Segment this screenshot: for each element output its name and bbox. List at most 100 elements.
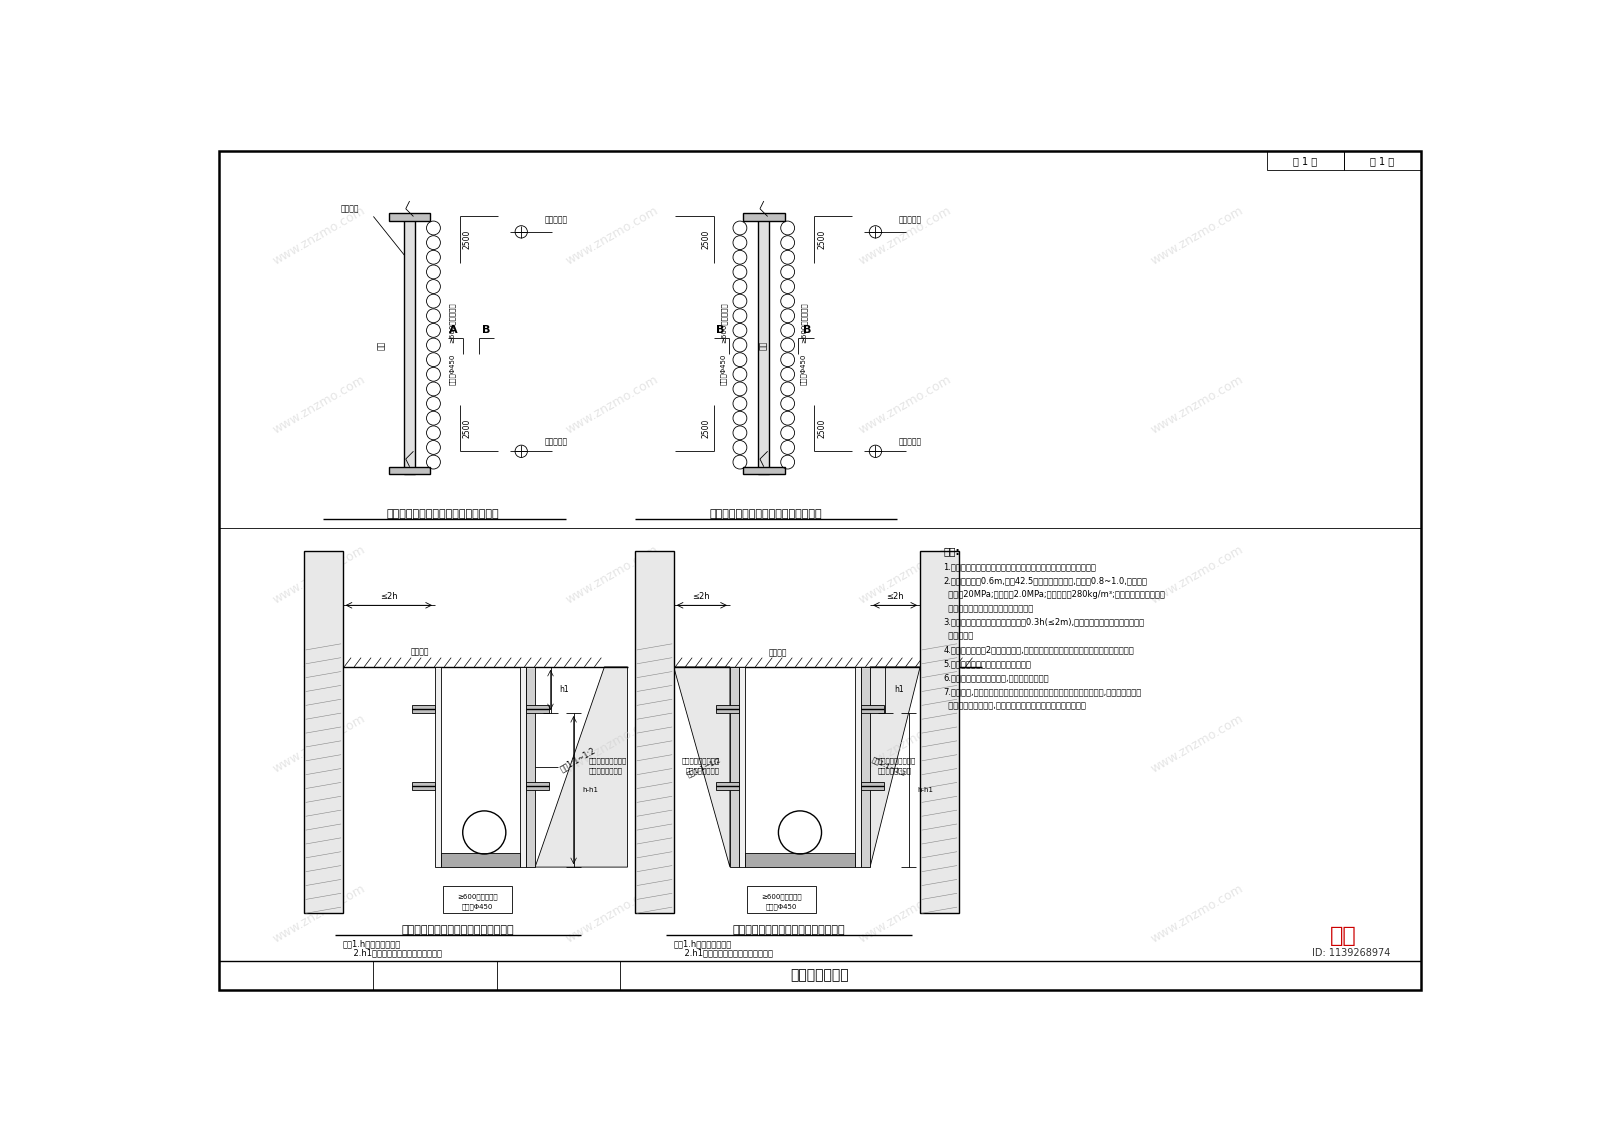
Text: 双侧保护房屋基槽开挖支护剖面示意图: 双侧保护房屋基槽开挖支护剖面示意图 [733,925,845,936]
Text: www.znzmo.com: www.znzmo.com [270,712,368,775]
Text: 以上基础底面确定: 以上基础底面确定 [878,767,912,774]
Text: h1: h1 [894,686,904,695]
Text: 施工地面: 施工地面 [768,649,787,658]
Bar [389,214,430,221]
Text: www.znzmo.com: www.znzmo.com [563,712,661,775]
Text: ≥600普通砖砌桩: ≥600普通砖砌桩 [720,303,726,344]
Text: 喷射低砼到基础底面: 喷射低砼到基础底面 [682,757,720,764]
Text: 共 1 页: 共 1 页 [1370,156,1394,166]
Text: 1.本图仅适用于管基槽开挖深度大于临近建筑基础设置深度的情况。: 1.本图仅适用于管基槽开挖深度大于临近建筑基础设置深度的情况。 [944,563,1096,572]
Text: 坡率1:1~1:2: 坡率1:1~1:2 [686,756,723,777]
Bar [442,853,520,867]
Text: www.znzmo.com: www.znzmo.com [1149,881,1246,945]
Text: h-h1: h-h1 [918,788,934,793]
Text: www.znzmo.com: www.znzmo.com [1149,203,1246,268]
Text: 知末: 知末 [1330,927,1357,947]
Text: 沉降观测点: 沉降观测点 [544,216,568,225]
Text: 单排桩Φ450: 单排桩Φ450 [800,354,806,384]
Polygon shape [674,667,730,867]
Text: 2500: 2500 [701,418,710,438]
Bar [1267,151,1344,171]
Bar [635,551,674,913]
Text: 喷射低砼到基础底面: 喷射低砼到基础底面 [878,757,915,764]
Text: 注：1.h为基槽开挖深度: 注：1.h为基槽开挖深度 [674,940,731,948]
Text: 单侧保护房屋基槽开挖支护平面示意图: 单侧保护房屋基槽开挖支护平面示意图 [386,510,499,520]
Text: 坡率1:1~1:2: 坡率1:1~1:2 [558,746,597,773]
Text: www.znzmo.com: www.znzmo.com [856,542,954,607]
Text: 管壁: 管壁 [376,341,386,350]
Text: www.znzmo.com: www.znzmo.com [1149,542,1246,607]
Text: ≤2h: ≤2h [693,592,710,600]
Text: 房子基础: 房子基础 [341,205,360,214]
Bar [717,782,739,790]
Text: 沉降观测点: 沉降观测点 [544,437,568,446]
Text: www.znzmo.com: www.znzmo.com [856,881,954,945]
Text: www.znzmo.com: www.znzmo.com [270,373,368,437]
Text: ≤2h: ≤2h [886,592,904,600]
Text: 2500: 2500 [701,229,710,250]
Bar [443,886,512,913]
Text: 房屋保护大样图: 房屋保护大样图 [790,968,850,983]
Bar [747,886,816,913]
Text: 沉降观测点: 沉降观测点 [899,216,922,225]
Text: www.znzmo.com: www.znzmo.com [1149,373,1246,437]
Bar [758,217,770,475]
Text: ID: 1139268974: ID: 1139268974 [1312,948,1390,958]
Bar [861,782,883,790]
Bar [742,214,784,221]
Bar [526,782,549,790]
Text: 单排桩Φ450: 单排桩Φ450 [720,354,726,384]
Text: 注：1.h为基槽开挖深度: 注：1.h为基槽开挖深度 [342,940,402,948]
Text: 喷射低砼到基础底面: 喷射低砼到基础底面 [589,757,627,764]
Bar [742,467,784,475]
Text: www.znzmo.com: www.znzmo.com [563,203,661,268]
Text: ≥600普通砖砌桩: ≥600普通砖砌桩 [448,303,456,344]
Text: 沉降观测点: 沉降观测点 [899,437,922,446]
Text: ≥600普通砖砌桩: ≥600普通砖砌桩 [458,893,498,899]
Text: B: B [803,325,811,336]
Bar [1344,151,1421,171]
Text: 坡率1:1~1:2: 坡率1:1~1:2 [870,756,907,777]
Text: B: B [715,325,725,336]
Bar [520,667,526,867]
Text: 7.在施工前,必须由有资质的第三房屋签文书对管道沿线的房屋进行签定,以确定实际需要: 7.在施工前,必须由有资质的第三房屋签文书对管道沿线的房屋进行签定,以确定实际需… [944,687,1141,696]
Text: www.znzmo.com: www.znzmo.com [856,373,954,437]
Bar [730,667,739,867]
Bar [405,217,414,475]
Bar [389,467,430,475]
Text: www.znzmo.com: www.znzmo.com [1149,712,1246,775]
Text: 单排桩Φ450: 单排桩Φ450 [766,904,797,911]
Text: 2500: 2500 [818,418,826,438]
Bar [304,551,342,913]
Text: 现行《建筑地基处理技术规范》执行。: 现行《建筑地基处理技术规范》执行。 [944,603,1034,612]
Bar [435,667,442,867]
Text: www.znzmo.com: www.znzmo.com [270,881,368,945]
Text: h1: h1 [560,686,570,695]
Text: 单排桩Φ450: 单排桩Φ450 [462,904,493,911]
Bar [854,667,861,867]
Text: 管道基础。: 管道基础。 [944,632,973,641]
Text: 2.喷射低砼强度0.6m,采用42.5级普通硅酸盐水泥,水胶比0.8~1.0,工作压力: 2.喷射低砼强度0.6m,采用42.5级普通硅酸盐水泥,水胶比0.8~1.0,工… [944,576,1147,585]
Text: B: B [483,325,491,336]
Bar [411,705,435,713]
Bar [411,782,435,790]
Text: www.znzmo.com: www.znzmo.com [563,373,661,437]
Text: 第 1 页: 第 1 页 [1293,156,1317,166]
Bar [739,667,746,867]
Text: 4.每档泊每隔布置2个观测观测点,具体布置详见监测观察图纸，由第三方进行观测。: 4.每档泊每隔布置2个观测观测点,具体布置详见监测观察图纸，由第三方进行观测。 [944,645,1134,654]
Text: www.znzmo.com: www.znzmo.com [563,542,661,607]
Text: 施工地面: 施工地面 [410,647,429,657]
Text: 以上基础底面确定: 以上基础底面确定 [686,767,720,774]
Text: 2.h1为支撑设置位置距离地面的距离: 2.h1为支撑设置位置距离地面的距离 [342,949,442,958]
Text: 单排桩Φ450: 单排桩Φ450 [448,354,456,384]
Text: h-h1: h-h1 [582,788,598,793]
Text: 进行房屋保护的长度,以及长度作为喷射房屋保护长度的依据。: 进行房屋保护的长度,以及长度作为喷射房屋保护长度的依据。 [944,701,1086,710]
Text: 5.管道开挖施工顺序，严格先后顺序。: 5.管道开挖施工顺序，严格先后顺序。 [944,659,1030,668]
Bar [861,667,870,867]
Text: 2500: 2500 [462,229,472,250]
Bar [920,551,958,913]
Text: www.znzmo.com: www.znzmo.com [856,203,954,268]
Text: 说明:: 说明: [944,547,960,556]
Polygon shape [870,667,920,867]
Bar [746,853,854,867]
